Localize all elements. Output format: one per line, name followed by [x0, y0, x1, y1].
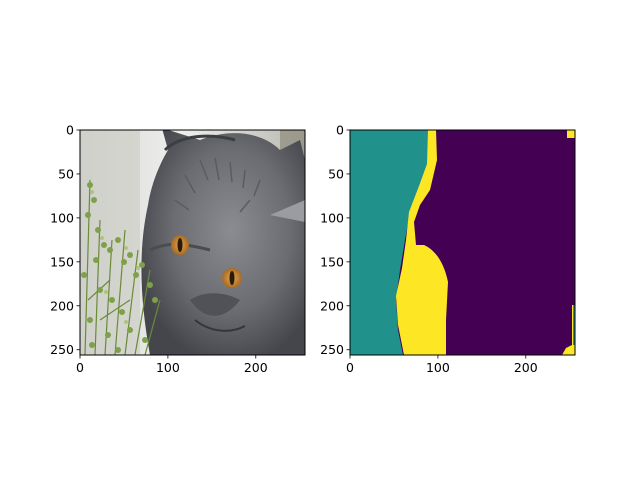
- x-tick-label: 0: [346, 360, 354, 375]
- y-tick-label: 100: [50, 210, 74, 225]
- axes-mask: 0 100 200 0 50 100 150 200 250: [320, 123, 576, 376]
- y-tick-label: 100: [320, 210, 344, 225]
- x-tick-label: 100: [426, 360, 450, 375]
- y-tick-label: 0: [336, 123, 344, 138]
- segmentation-mask: [350, 130, 575, 355]
- x-tick-label: 200: [244, 360, 268, 375]
- y-tick-label: 250: [50, 342, 74, 357]
- y-tick-label: 0: [66, 123, 74, 138]
- y-tick-label: 150: [50, 254, 74, 269]
- x-tick-label: 200: [514, 360, 538, 375]
- ticks-mask: 0 100 200 0 50 100 150 200 250: [320, 123, 538, 376]
- y-tick-label: 50: [328, 166, 344, 181]
- x-tick-label: 0: [76, 360, 84, 375]
- y-tick-label: 200: [320, 298, 344, 313]
- x-tick-label: 100: [156, 360, 180, 375]
- ticks-photo: 0 100 200 0 50 100 150 200 250: [50, 123, 268, 376]
- y-tick-label: 50: [58, 166, 74, 181]
- y-tick-label: 200: [50, 298, 74, 313]
- y-tick-label: 150: [320, 254, 344, 269]
- cat-photo: [80, 130, 305, 355]
- y-tick-label: 250: [320, 342, 344, 357]
- axes-photo: 0 100 200 0 50 100 150 200 250: [50, 123, 306, 376]
